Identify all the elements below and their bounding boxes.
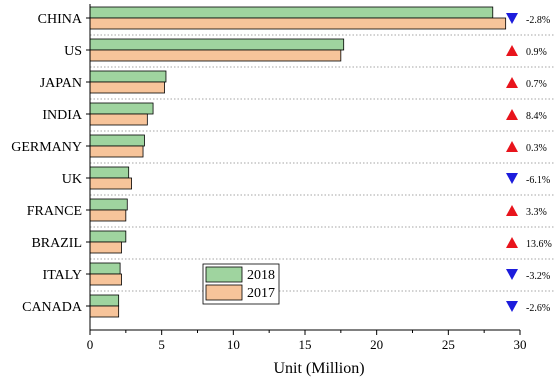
category-label: CANADA: [22, 300, 83, 315]
change-down-marker: [506, 173, 518, 184]
bar-2017-uk: [89, 177, 132, 190]
legend-label: 2018: [247, 268, 275, 283]
change-label: 13.6%: [526, 239, 552, 250]
legend: 2018 2017: [202, 263, 280, 305]
category-labels: CHINA US JAPAN INDIA GERMANY UK FRANCE BRAZIL IT…: [11, 12, 90, 315]
bar-2017-brazil: [89, 241, 122, 254]
change-label: -6.1%: [526, 175, 550, 186]
bar-2017-canada: [89, 305, 120, 318]
change-label: 0.9%: [526, 47, 547, 58]
bar-2017-india: [89, 113, 148, 126]
bar-2018-japan: [89, 70, 167, 83]
bar-2018-uk: [89, 166, 130, 179]
bar-2018-france: [89, 198, 128, 211]
x-tick-label: 25: [442, 337, 455, 352]
change-label: -2.6%: [526, 303, 550, 314]
bars: [89, 6, 507, 318]
bar-2018-india: [89, 102, 154, 115]
x-axis-title: Unit (Million): [273, 360, 364, 377]
bar-2018-germany: [89, 134, 145, 147]
bar-2017-germany: [89, 145, 144, 158]
category-label: ITALY: [43, 268, 82, 283]
bar-2017-italy: [89, 273, 122, 286]
category-label: GERMANY: [11, 140, 82, 155]
x-tick-label: 10: [227, 337, 240, 352]
change-up-marker: [506, 205, 518, 216]
category-label: UK: [62, 172, 82, 187]
legend-label: 2017: [247, 286, 275, 301]
change-up-marker: [506, 141, 518, 152]
category-label: BRAZIL: [31, 236, 82, 251]
category-label: INDIA: [42, 108, 83, 123]
bar-2017-us: [89, 49, 342, 62]
x-tick-label: 5: [158, 337, 165, 352]
bar-2017-china: [89, 17, 507, 30]
x-tick-label: 0: [87, 337, 94, 352]
change-up-marker: [506, 45, 518, 56]
change-down-marker: [506, 301, 518, 312]
change-down-marker: [506, 13, 518, 24]
legend-swatch: [205, 266, 243, 283]
bar-2018-us: [89, 38, 345, 51]
change-up-marker: [506, 109, 518, 120]
change-label: 8.4%: [526, 111, 547, 122]
change-up-marker: [506, 77, 518, 88]
x-ticks: 0 5 10 15 20 25 30: [87, 330, 527, 352]
change-label: 0.3%: [526, 143, 547, 154]
legend-swatch: [205, 284, 243, 301]
change-up-marker: [506, 237, 518, 248]
change-label: -2.8%: [526, 15, 550, 26]
bar-2018-italy: [89, 262, 121, 275]
x-tick-label: 20: [370, 337, 383, 352]
bar-2017-france: [89, 209, 127, 222]
change-label: -3.2%: [526, 271, 550, 282]
bar-2018-china: [89, 6, 494, 19]
category-label: FRANCE: [27, 204, 82, 219]
change-down-marker: [506, 269, 518, 280]
bar-2018-brazil: [89, 230, 127, 243]
change-label: 3.3%: [526, 207, 547, 218]
bar-2018-canada: [89, 294, 120, 307]
category-label: CHINA: [38, 12, 83, 27]
category-label: JAPAN: [40, 76, 82, 91]
change-markers: -2.8% 0.9% 0.7% 8.4% 0.3% -6.1% 3.3% 13.6% -3.2%…: [506, 13, 552, 314]
x-tick-label: 15: [299, 337, 312, 352]
x-tick-label: 30: [514, 337, 527, 352]
gridlines: [90, 34, 554, 292]
bar-2017-japan: [89, 81, 165, 94]
category-label: US: [64, 44, 82, 59]
change-label: 0.7%: [526, 79, 547, 90]
